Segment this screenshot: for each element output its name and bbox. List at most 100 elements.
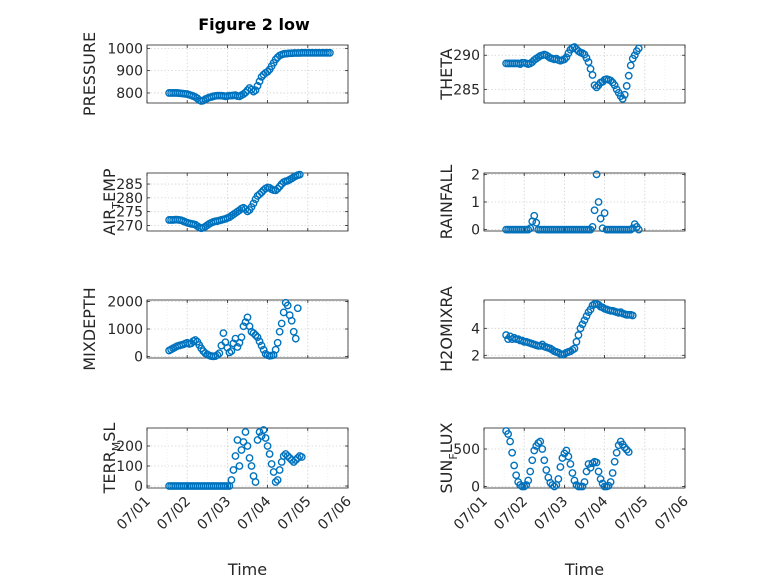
data-point [568,469,577,477]
data-point [281,450,290,458]
data-point [626,61,635,70]
data-point [592,170,601,179]
data-point [243,442,252,450]
y-tick-label: 0 [134,350,143,366]
data-point [263,442,272,450]
data-point [289,327,298,336]
data-point [275,466,284,474]
x-tick-label: 07/06 [315,493,355,533]
data-point [606,478,615,486]
data-point [273,338,282,347]
y-axis-label: MIXDEPTH [80,287,99,370]
data-point [275,327,284,336]
axes-box [146,427,349,489]
data-point [554,475,563,483]
data-point [247,85,256,94]
plot-area [484,173,685,231]
data-point [273,476,282,484]
data-point [572,337,581,346]
axes-box [483,299,686,359]
data-point [580,478,589,486]
data-point [255,428,264,436]
data-point [257,188,266,197]
x-tick-label: 07/03 [531,494,571,534]
data-point [510,461,519,470]
panel-pressure: 800 900 1000 PRESSURE [80,32,349,116]
data-point [580,316,589,325]
data-point [604,481,613,490]
axes-box [483,44,686,104]
panel-mixdepth: 0 1000 2000 MIXDEPTH [80,287,349,371]
data-point [612,448,621,457]
data-point [570,476,579,485]
y-tick-label: 270 [116,218,143,234]
y-tick-label: 0 [471,223,480,239]
y-tick-label: 2 [471,348,480,364]
y-axis-label: H2OMIXRA [437,286,456,372]
data-point [588,222,597,231]
data-point [271,478,280,486]
data-point [255,337,264,346]
y-tick-label: 1000 [107,322,143,338]
data-point [241,318,250,326]
panel-h2omixra: 2 4 H2OMIXRA [437,286,686,372]
panel-terr_msl: 0 100 200 07/01 07/02 07/03 07/04 07/05 07/06 TER… [100,423,355,579]
figure-title: Figure 2 low [198,15,310,34]
y-tick-label: 290 [453,48,480,64]
data-point [233,343,242,351]
data-point [255,190,264,199]
data-point [251,478,260,486]
data-point [594,467,603,476]
data-point [584,58,593,66]
data-point [241,88,250,97]
data-point [293,454,302,462]
data-point [261,434,270,442]
data-point [279,308,288,317]
data-point [562,53,571,62]
data-point [227,347,236,355]
data-point [231,452,240,460]
y-tick-label: 900 [116,64,143,80]
y-tick-label: 0 [471,480,480,496]
data-point [504,430,513,438]
data-point [594,198,603,206]
data-point [273,184,282,193]
data-point [508,448,517,457]
axes-box [483,427,686,489]
data-point [530,211,539,220]
data-point [283,301,292,310]
y-tick-label: 500 [453,442,480,458]
data-point [253,81,262,90]
data-point [628,311,637,320]
y-tick-label: 2 [471,167,480,183]
data-point [297,453,306,461]
data-point [287,316,296,325]
data-point [213,351,222,359]
data-point [257,73,266,81]
data-point [526,224,535,233]
data-point [622,445,631,454]
y-axis-label: SUNFLUX [437,422,460,493]
data-point [251,86,260,95]
data-point [267,460,276,468]
data-point [630,51,639,60]
data-point [570,43,579,51]
axes-box [146,44,349,104]
data-point [520,482,529,491]
data-point [606,76,615,85]
data-point [271,55,280,64]
y-axis-label: TERRMSL [100,423,123,495]
data-point [582,312,591,321]
x-axis-label: Time [564,560,604,579]
data-point [596,214,605,223]
panel-sun_flux: 0 500 07/01 07/02 07/03 07/04 07/05 07/06 SUNFLU… [437,422,692,579]
data-point [253,436,262,444]
y-tick-label: 2000 [107,294,143,310]
x-tick-label: 07/05 [612,494,652,534]
data-point [548,481,557,489]
data-point [506,437,515,446]
data-point [283,452,292,460]
data-point [608,469,617,477]
y-axis-label: PRESSURE [80,32,99,116]
